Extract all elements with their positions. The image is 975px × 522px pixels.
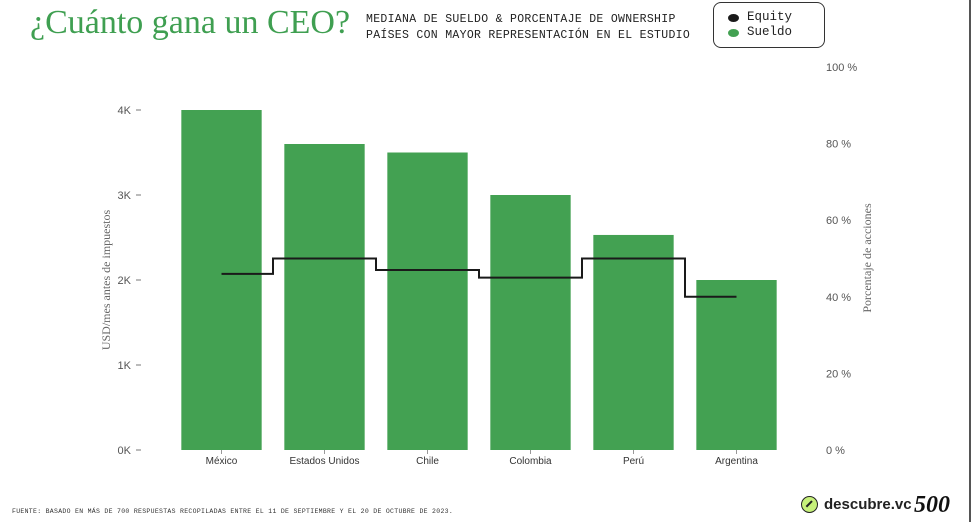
brand-name: descubre.vc	[824, 496, 912, 513]
y2-tick-label: 60 %	[826, 215, 851, 227]
x-tick-label: Estados Unidos	[289, 456, 359, 467]
window-edge-divider	[969, 0, 971, 522]
descubre-logo-icon	[801, 496, 818, 513]
y2-tick-label: 40 %	[826, 292, 851, 304]
y2-tick-label: 100 %	[826, 62, 857, 74]
legend: Equity Sueldo	[713, 2, 825, 48]
bar-perú	[593, 234, 674, 450]
legend-equity-swatch-icon	[728, 13, 739, 22]
x-tick-label: México	[206, 456, 238, 467]
legend-item-equity: Equity	[728, 10, 824, 25]
subtitle-line-2: PAÍSES CON MAYOR REPRESENTACIÓN EN EL ES…	[366, 29, 691, 42]
legend-sueldo-swatch-icon	[728, 28, 739, 37]
brand-descubre: descubre.vc	[801, 496, 912, 513]
y-tick-label: 3K	[118, 190, 132, 202]
legend-equity-label: Equity	[747, 10, 793, 24]
x-tick-label: Colombia	[509, 456, 552, 467]
y-tick-label: 4K	[118, 105, 132, 117]
bar-argentina	[696, 280, 777, 450]
y2-tick-label: 0 %	[826, 445, 845, 457]
legend-item-sueldo: Sueldo	[728, 25, 824, 40]
equity-step-line	[221, 257, 737, 298]
bar-colombia	[490, 195, 571, 450]
y2-tick-label: 80 %	[826, 139, 851, 151]
x-tick-label: Perú	[623, 456, 644, 467]
y2-tick-label: 20 %	[826, 368, 851, 380]
x-tick-label: Argentina	[715, 456, 758, 467]
x-tick-label: Chile	[416, 456, 439, 467]
bar-estados-unidos	[284, 144, 365, 450]
y-tick-label: 0K	[118, 445, 132, 457]
y-tick-label: 2K	[118, 275, 132, 287]
legend-sueldo-label: Sueldo	[747, 25, 793, 39]
y-axis-label: USD/mes antes de impuestos	[99, 210, 113, 351]
bar-méxico	[181, 110, 262, 450]
y2-axis-label: Porcentaje de acciones	[860, 203, 874, 313]
chart-subtitle: MEDIANA DE SUELDO & PORCENTAJE DE OWNERS…	[366, 12, 690, 44]
y-tick-label: 1K	[118, 360, 132, 372]
bar-chile	[387, 152, 468, 450]
chart-title: ¿Cuánto gana un CEO?	[30, 4, 351, 41]
subtitle-line-1: MEDIANA DE SUELDO & PORCENTAJE DE OWNERS…	[366, 13, 676, 26]
footer-source: FUENTE: BASADO EN MÁS DE 700 RESPUESTAS …	[12, 508, 454, 515]
brand-500-logo: 500	[914, 492, 950, 518]
